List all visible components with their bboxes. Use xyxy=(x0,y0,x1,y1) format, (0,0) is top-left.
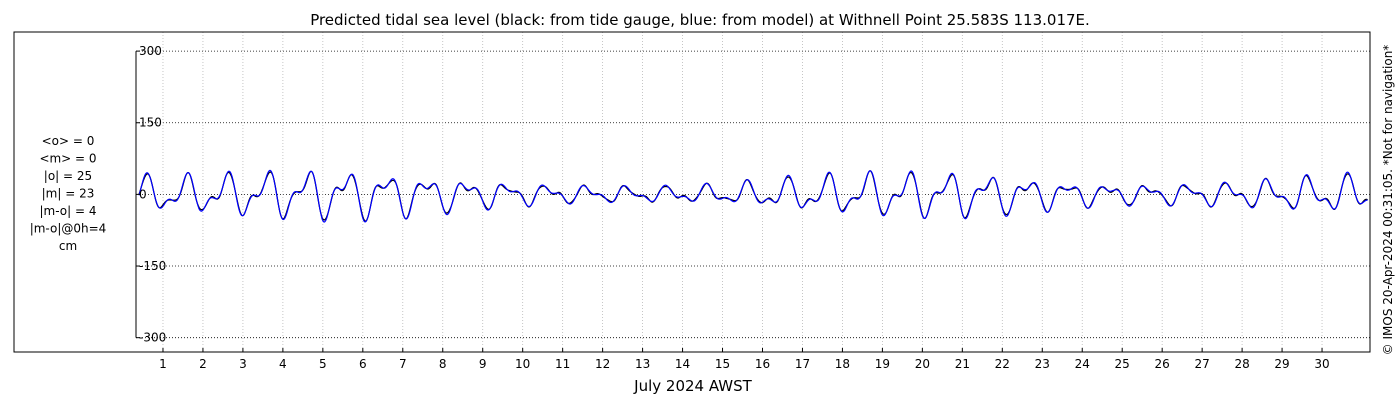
stat-line: <m> = 0 xyxy=(39,152,96,166)
x-tick-label: 5 xyxy=(319,357,327,371)
x-tick-label: 24 xyxy=(1075,357,1090,371)
x-tick-label: 4 xyxy=(279,357,287,371)
x-tick-label: 3 xyxy=(239,357,247,371)
y-tick-label: 300 xyxy=(139,44,162,58)
x-tick-label: 9 xyxy=(479,357,487,371)
chart-title: Predicted tidal sea level (black: from t… xyxy=(310,11,1090,29)
stat-line: cm xyxy=(59,239,77,253)
y-tick-label: -300 xyxy=(139,331,166,345)
x-tick-label: 11 xyxy=(555,357,570,371)
x-tick-label: 6 xyxy=(359,357,367,371)
x-tick-label: 17 xyxy=(795,357,810,371)
y-tick-label: 150 xyxy=(139,116,162,130)
x-axis-label: July 2024 AWST xyxy=(633,377,752,395)
x-tick-label: 2 xyxy=(199,357,207,371)
x-tick-label: 13 xyxy=(635,357,650,371)
x-tick-label: 18 xyxy=(835,357,850,371)
x-tick-label: 22 xyxy=(995,357,1010,371)
x-tick-label: 30 xyxy=(1314,357,1329,371)
x-tick-label: 23 xyxy=(1035,357,1050,371)
y-tick-label: 0 xyxy=(139,187,147,201)
x-tick-label: 1 xyxy=(159,357,167,371)
x-tick-label: 28 xyxy=(1234,357,1249,371)
stat-line: <o> = 0 xyxy=(42,134,95,148)
stats-block: <o> = 0 <m> = 0 |o| = 25 |m| = 23 |m-o| = 4 |… xyxy=(30,134,107,253)
x-tick-label: 8 xyxy=(439,357,447,371)
series-layer xyxy=(138,169,1368,223)
x-tick-label: 25 xyxy=(1115,357,1130,371)
x-tick-label: 7 xyxy=(399,357,407,371)
series-model-line xyxy=(138,169,1368,223)
x-tick-label: 15 xyxy=(715,357,730,371)
x-tick-label: 29 xyxy=(1274,357,1289,371)
x-tick-label: 12 xyxy=(595,357,610,371)
copyright-notice: © IMOS 20-Apr-2024 00:31:05. *Not for na… xyxy=(1381,45,1395,356)
y-tick-label: -150 xyxy=(139,259,166,273)
x-tick-label: 19 xyxy=(875,357,890,371)
x-tick-label: 26 xyxy=(1155,357,1170,371)
stat-line: |o| = 25 xyxy=(44,169,92,183)
x-tick-label: 20 xyxy=(915,357,930,371)
stat-line: |m-o| = 4 xyxy=(40,204,97,218)
x-tick-label: 21 xyxy=(955,357,970,371)
plot-frame xyxy=(13,31,1371,353)
grid-lines xyxy=(136,32,1370,352)
stat-line: |m-o|@0h=4 xyxy=(30,222,107,236)
x-tick-label: 14 xyxy=(675,357,690,371)
x-tick-label: 16 xyxy=(755,357,770,371)
x-tick-label: 10 xyxy=(515,357,530,371)
stat-line: |m| = 23 xyxy=(42,187,95,201)
x-tick-label: 27 xyxy=(1194,357,1209,371)
